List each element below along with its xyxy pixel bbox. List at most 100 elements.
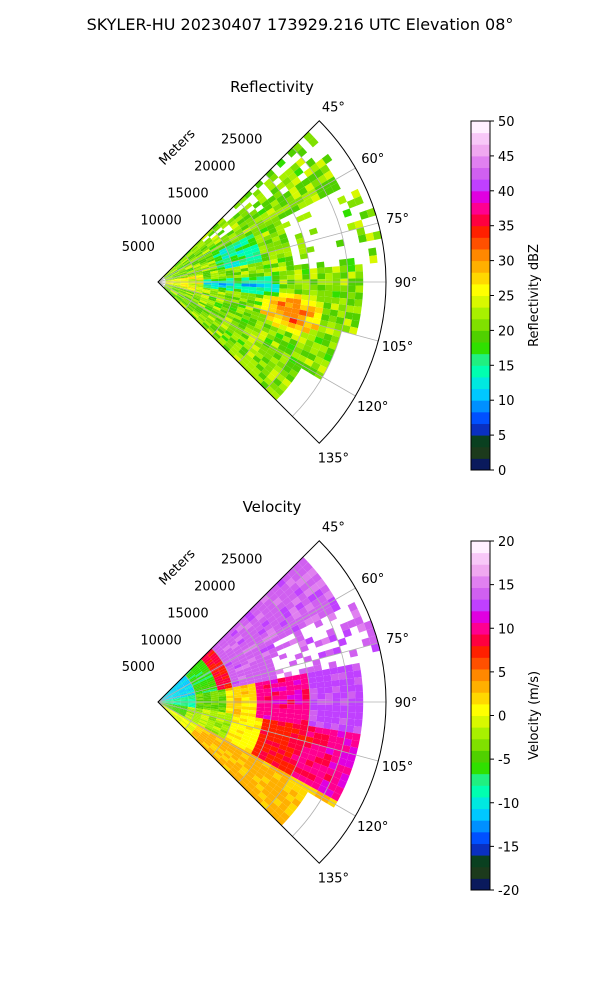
field-cell <box>170 710 178 716</box>
field-cell <box>276 725 285 732</box>
field-cell <box>194 728 202 735</box>
field-cell <box>222 301 231 307</box>
field-cell <box>195 691 203 695</box>
field-cell <box>325 347 336 357</box>
field-cell <box>272 352 282 361</box>
field-cell <box>181 258 189 264</box>
field-cell <box>192 684 201 689</box>
field-cell <box>259 211 269 220</box>
field-cell <box>278 712 287 718</box>
field-cell <box>315 158 327 169</box>
field-cell <box>317 364 328 375</box>
field-cell <box>191 299 199 305</box>
field-cell <box>252 326 262 334</box>
field-cell <box>297 354 307 364</box>
field-cell <box>324 710 333 718</box>
field-cell <box>233 285 242 290</box>
field-cell <box>180 286 188 289</box>
colorbar-segment <box>471 878 490 891</box>
field-cell <box>189 255 197 262</box>
field-cell <box>236 758 246 767</box>
field-cell <box>240 660 249 667</box>
field-cell <box>254 323 263 331</box>
field-cell <box>268 749 277 757</box>
field-cell <box>199 663 207 670</box>
field-cell <box>316 350 326 360</box>
field-cell <box>262 260 271 266</box>
field-cell <box>178 689 186 694</box>
field-cell <box>331 679 340 687</box>
field-cell <box>242 343 252 351</box>
field-cell <box>212 250 220 257</box>
field-cell <box>195 285 204 288</box>
field-cell <box>169 291 177 297</box>
field-cell <box>271 635 280 644</box>
field-cell <box>261 650 270 658</box>
field-cell <box>213 224 222 233</box>
azimuth-spoke <box>157 222 379 283</box>
field-cell <box>339 678 348 687</box>
field-cell <box>172 277 181 280</box>
field-cell <box>230 334 239 342</box>
field-cell <box>211 698 219 702</box>
field-cell <box>188 697 196 700</box>
field-cell <box>253 304 262 310</box>
field-cell <box>330 791 341 802</box>
colorbar-tick-label: 15 <box>498 579 515 594</box>
field-cell <box>178 290 187 294</box>
field-cell <box>230 346 239 355</box>
field-cell <box>302 764 312 773</box>
field-cell <box>253 724 262 730</box>
field-cell <box>254 743 263 751</box>
field-cell <box>315 578 327 589</box>
colorbar-tick-label: 25 <box>498 290 515 305</box>
field-cell <box>355 691 364 699</box>
field-cell <box>238 258 247 264</box>
field-cell <box>285 577 296 588</box>
field-cell <box>319 164 331 175</box>
field-cell <box>323 753 333 762</box>
field-cell <box>272 203 282 212</box>
field-cell <box>169 266 176 273</box>
field-cell <box>270 390 281 401</box>
field-cell <box>170 268 177 274</box>
field-cell <box>211 333 220 342</box>
field-cell <box>270 788 280 798</box>
field-cell <box>205 254 214 260</box>
field-cell <box>207 719 216 724</box>
field-cell <box>200 233 209 241</box>
field-cell <box>330 755 340 764</box>
field-cell <box>183 297 191 303</box>
field-cell <box>226 747 235 755</box>
field-cell <box>265 735 275 742</box>
field-cell <box>328 660 338 669</box>
field-cell <box>180 256 187 263</box>
field-cell <box>259 330 269 338</box>
colorbar-segment <box>471 866 490 879</box>
field-cell <box>226 283 234 286</box>
field-cell <box>169 687 177 693</box>
field-cell <box>242 763 252 771</box>
field-cell <box>278 266 287 272</box>
field-cell <box>176 684 184 690</box>
field-cell <box>310 613 321 623</box>
field-cell <box>219 639 227 648</box>
field-cell <box>217 665 226 671</box>
field-cell <box>290 333 300 342</box>
field-cell <box>301 177 311 187</box>
field-cell <box>320 359 331 369</box>
field-cell <box>171 693 180 697</box>
field-cell <box>309 688 318 695</box>
field-cell <box>226 666 235 673</box>
field-cell <box>224 634 233 643</box>
field-cell <box>211 668 219 675</box>
field-cell <box>215 329 223 337</box>
field-cell <box>339 265 348 273</box>
colorbar-tick-label: 0 <box>498 464 506 479</box>
field-cell <box>196 253 204 259</box>
field-cell <box>344 759 355 769</box>
field-cell <box>208 295 217 300</box>
field-cell <box>230 222 239 230</box>
field-cell <box>274 587 285 598</box>
field-cell <box>347 271 356 279</box>
